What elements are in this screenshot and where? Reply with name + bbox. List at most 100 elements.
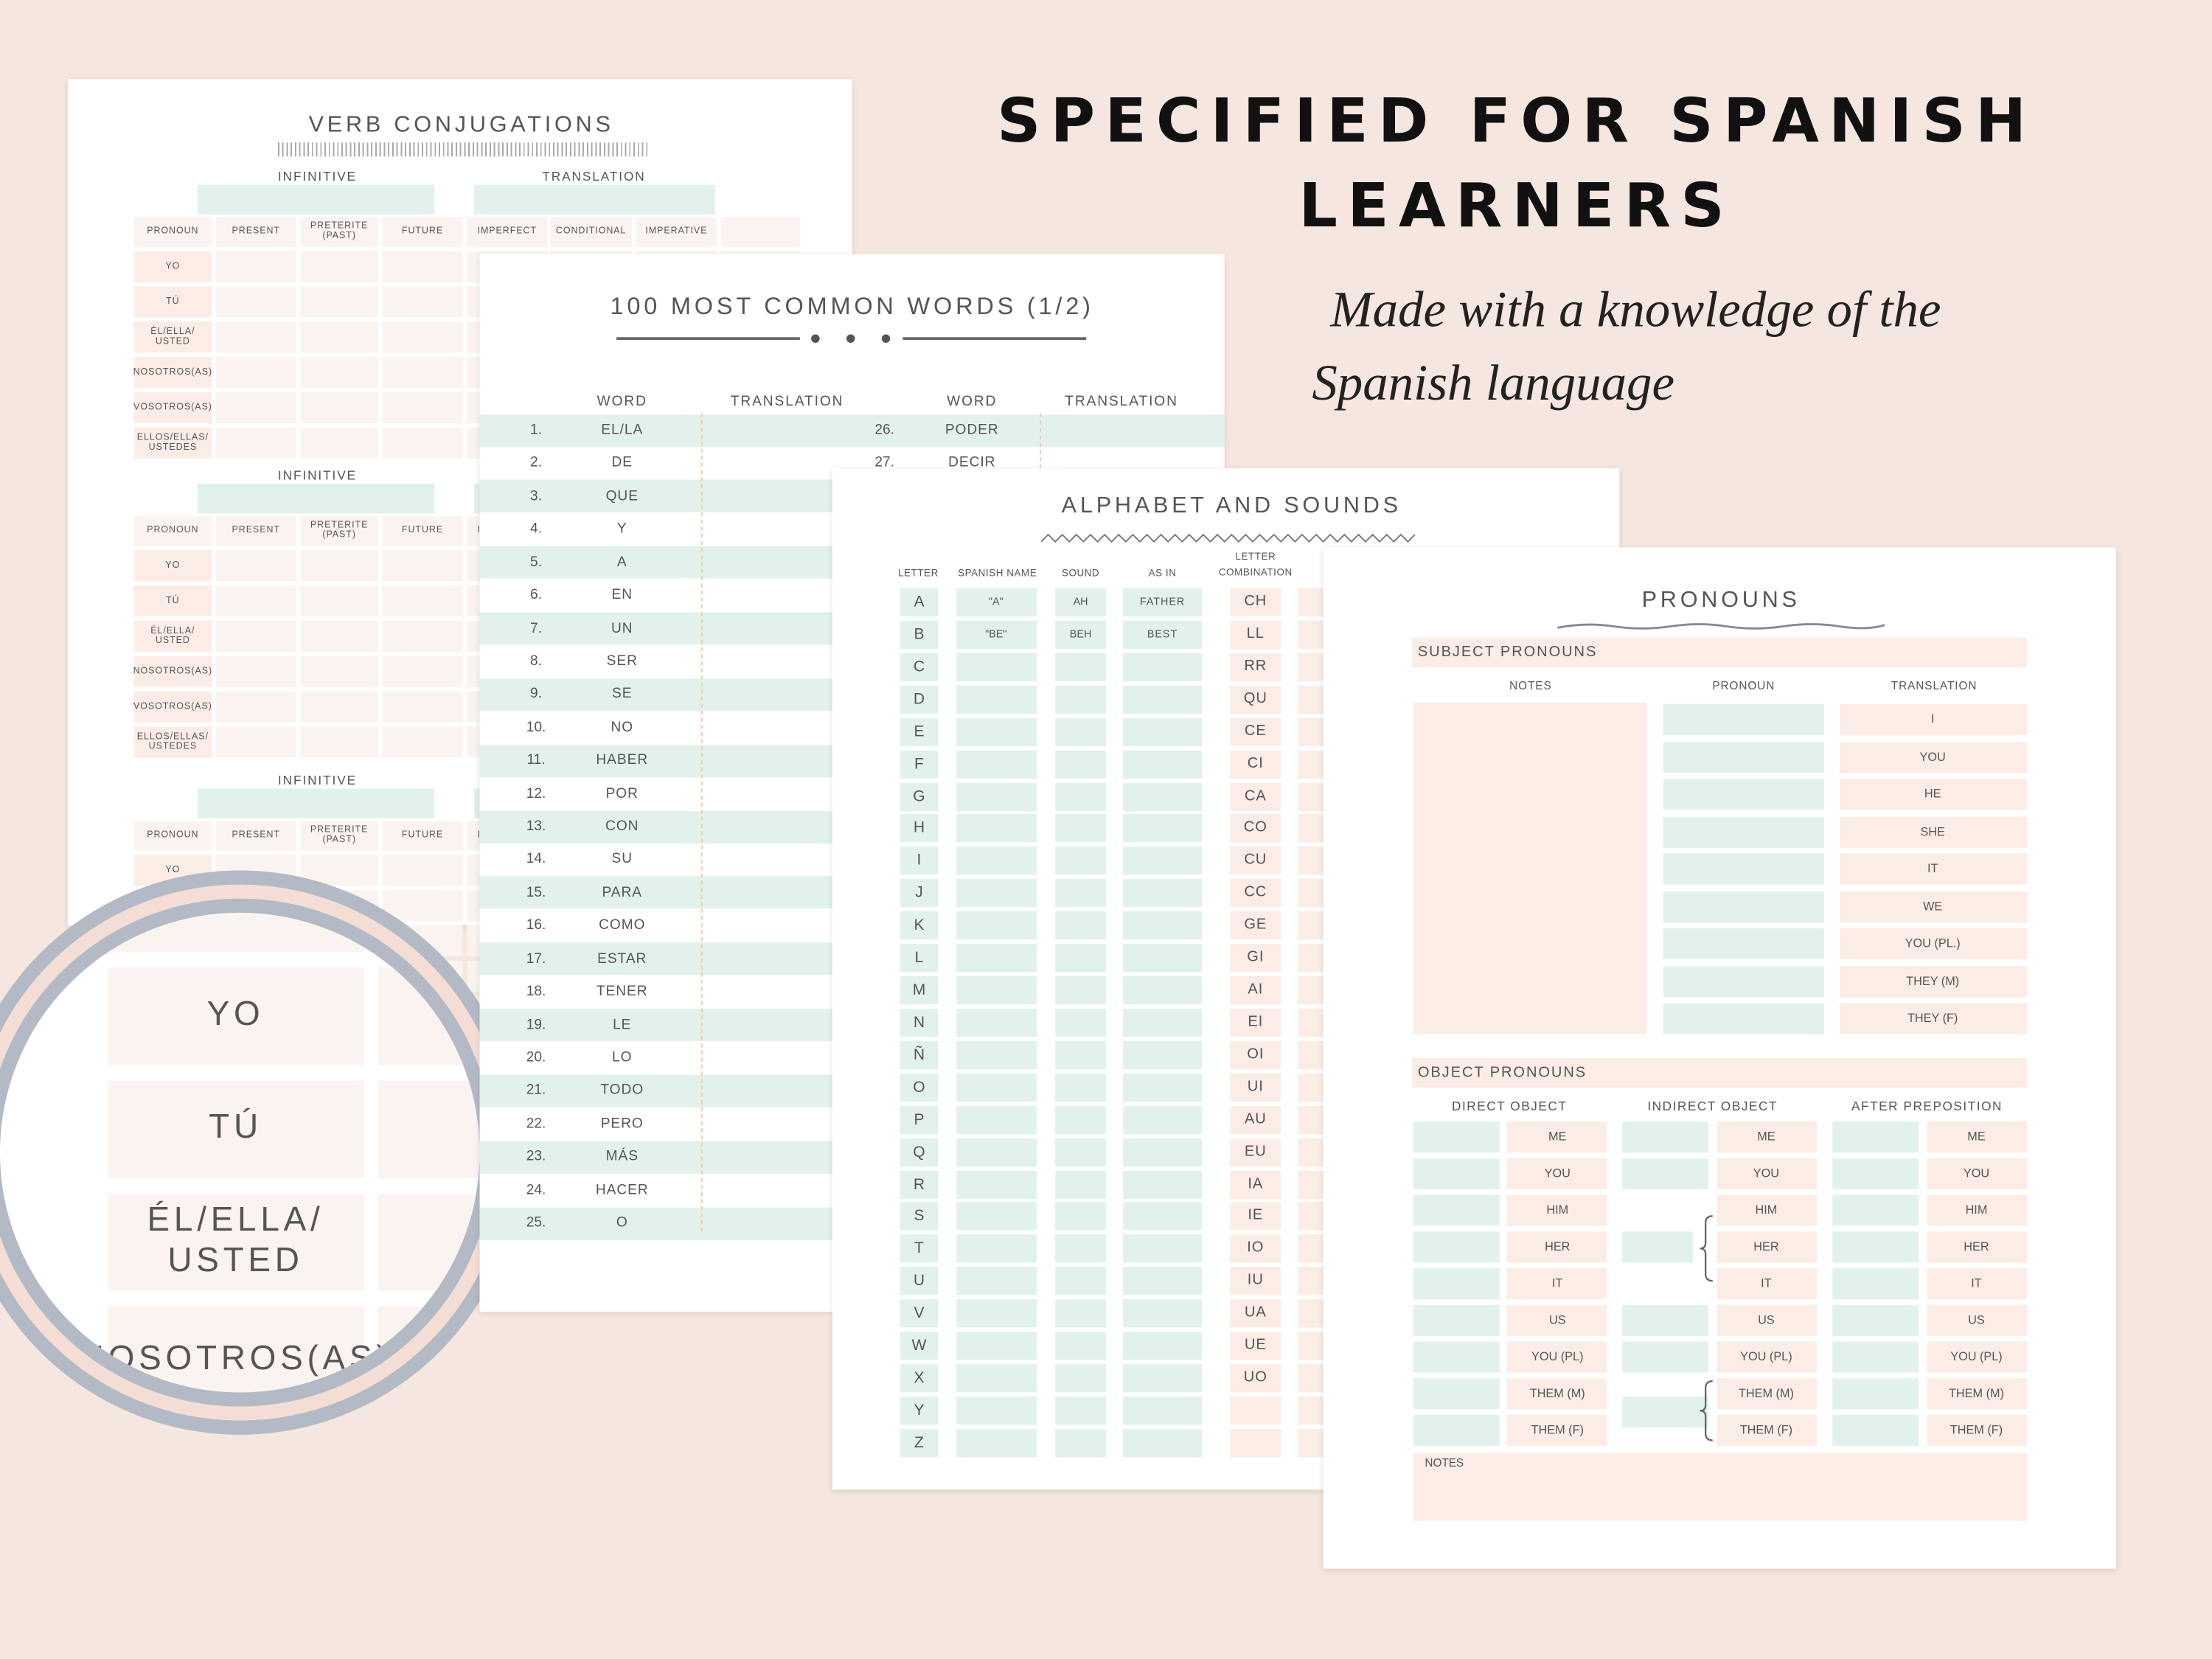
label-cell bbox=[1927, 1231, 2028, 1263]
pronoun-cell bbox=[1663, 891, 1824, 922]
as-in: FATHER bbox=[1139, 595, 1186, 608]
combination-cell bbox=[1230, 685, 1281, 714]
as-in-cell bbox=[1122, 1008, 1203, 1037]
sound-cell bbox=[1055, 1138, 1106, 1166]
combination-cell bbox=[1230, 1397, 1281, 1425]
column-header: TRANSLATION bbox=[730, 394, 844, 410]
as-in-cell bbox=[1122, 717, 1203, 746]
input-box bbox=[197, 484, 435, 514]
letter: Ñ bbox=[913, 1046, 925, 1064]
cell bbox=[382, 392, 463, 423]
sound-cell bbox=[1055, 620, 1106, 649]
letter-cell bbox=[900, 846, 939, 875]
letter-cell bbox=[900, 976, 939, 1005]
name-cell bbox=[956, 1332, 1037, 1360]
cell bbox=[215, 655, 296, 687]
label-cell bbox=[1506, 1378, 1607, 1410]
cell bbox=[215, 691, 296, 723]
letter-cell bbox=[900, 1428, 939, 1458]
cell bbox=[300, 321, 378, 353]
pronoun: VOSOTROS(AS) bbox=[133, 701, 212, 712]
name-cell bbox=[956, 588, 1037, 617]
sound-cell bbox=[1055, 1267, 1106, 1295]
name-cell bbox=[956, 911, 1037, 940]
label-cell bbox=[1927, 1158, 2028, 1189]
letter: H bbox=[913, 820, 925, 838]
cell bbox=[300, 691, 378, 723]
combination: IO bbox=[1247, 1239, 1265, 1256]
combination: CH bbox=[1244, 593, 1267, 610]
letter-cell bbox=[900, 620, 939, 649]
name-cell bbox=[956, 1202, 1037, 1231]
zoom-cell bbox=[108, 1306, 364, 1393]
combination-cell bbox=[1230, 1428, 1281, 1458]
header-cell bbox=[300, 516, 378, 546]
header-cell bbox=[300, 821, 378, 851]
letter: L bbox=[914, 949, 924, 967]
sound-cell bbox=[1055, 814, 1106, 844]
translation-cell bbox=[1839, 741, 2028, 773]
combination: IU bbox=[1247, 1271, 1264, 1289]
zigzag-svg bbox=[1040, 533, 1416, 543]
pronoun: ÉL/ELLA/ USTED bbox=[150, 327, 195, 347]
column-header: NOTES bbox=[1509, 679, 1552, 692]
cell bbox=[133, 655, 212, 687]
letter: B bbox=[914, 626, 925, 644]
translation-cell bbox=[1839, 1003, 2028, 1034]
label-cell bbox=[1927, 1341, 2028, 1373]
cell bbox=[215, 726, 296, 758]
label-cell bbox=[1927, 1415, 2028, 1447]
sound-cell bbox=[1055, 653, 1106, 681]
letter-cell bbox=[900, 1397, 939, 1425]
column-header: IMPERATIVE bbox=[645, 226, 708, 237]
combination-cell bbox=[1230, 846, 1281, 875]
cell bbox=[215, 585, 296, 617]
combination-cell bbox=[1230, 1234, 1281, 1264]
label-cell bbox=[1927, 1268, 2028, 1300]
input-cell bbox=[1832, 1158, 1919, 1189]
spanish-name: "A" bbox=[988, 595, 1004, 608]
word: PERO bbox=[600, 1116, 644, 1133]
column-header: SPANISH NAME bbox=[958, 568, 1037, 580]
combination: CC bbox=[1244, 883, 1267, 901]
letter-cell bbox=[900, 1234, 939, 1264]
translation: SHE bbox=[1920, 824, 1945, 838]
pronoun: ÉL/ELLA/ USTED bbox=[150, 626, 195, 647]
label-cell bbox=[1927, 1194, 2028, 1226]
label-cell bbox=[1506, 1158, 1607, 1189]
pronoun: NOSOTROS(AS) bbox=[133, 666, 213, 677]
cell bbox=[215, 550, 296, 582]
zoom-header: PRONOUN bbox=[134, 913, 337, 914]
translation: YOU (PL.) bbox=[1905, 936, 1961, 950]
column-header: AFTER PREPOSITION bbox=[1851, 1099, 2003, 1113]
pronoun: YO bbox=[165, 261, 181, 272]
cell bbox=[215, 251, 296, 282]
name-cell bbox=[956, 1299, 1037, 1328]
sound-cell bbox=[1055, 1234, 1106, 1264]
as-in-cell bbox=[1122, 1397, 1203, 1425]
letter-cell bbox=[900, 911, 939, 940]
zoom-pronoun: NOSOTROS(AS) bbox=[79, 1339, 392, 1378]
name-cell bbox=[956, 1170, 1037, 1199]
extra-cell bbox=[1298, 1040, 1326, 1070]
input-cell bbox=[1413, 1378, 1500, 1410]
combination: UA bbox=[1244, 1304, 1267, 1321]
word-number: 6. bbox=[530, 588, 543, 604]
section-bar bbox=[1412, 1057, 2028, 1088]
column-header: LETTER COMBINATION bbox=[1218, 552, 1293, 579]
cell bbox=[215, 286, 296, 318]
extra-cell bbox=[1298, 1428, 1326, 1458]
letter: Q bbox=[913, 1143, 925, 1161]
stripe bbox=[479, 414, 1225, 447]
as-in-cell bbox=[1122, 1202, 1203, 1231]
object-pronoun: YOU bbox=[1544, 1165, 1571, 1180]
as-in-cell bbox=[1122, 911, 1203, 940]
pronoun-cell bbox=[1663, 779, 1824, 810]
pronoun-cell bbox=[1663, 703, 1824, 735]
input-cell bbox=[1622, 1304, 1708, 1336]
rule bbox=[616, 337, 800, 341]
letter-cell bbox=[900, 1105, 939, 1134]
cell bbox=[300, 427, 378, 459]
word: TENER bbox=[596, 984, 648, 1000]
combination: AI bbox=[1248, 981, 1264, 998]
